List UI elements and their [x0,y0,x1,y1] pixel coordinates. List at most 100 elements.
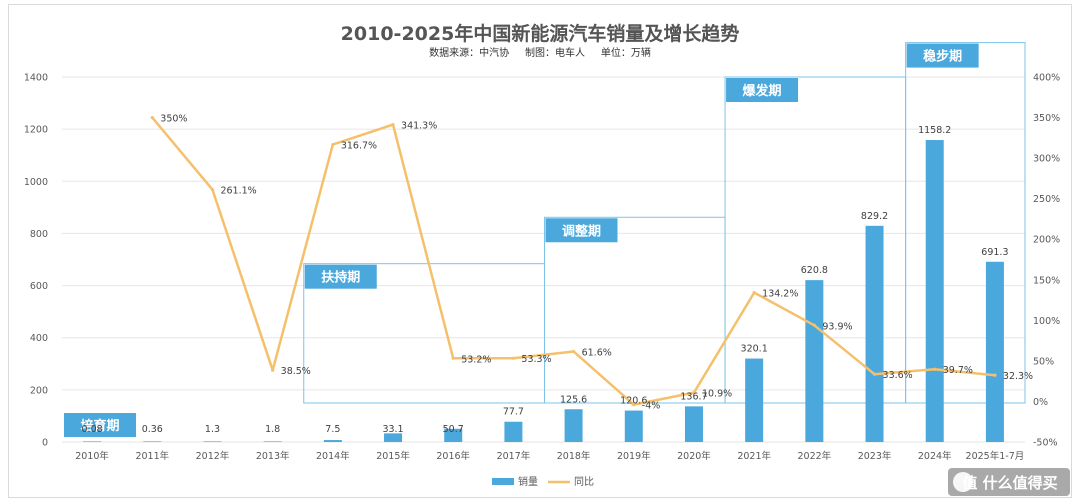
bar [143,441,162,442]
y-right-tick-label: -50% [1033,438,1058,449]
bar-value-label: 829.2 [861,211,888,222]
period-box [544,216,726,404]
bar [745,358,764,442]
period-boxes: 培育期 扶持期 调整期 爆发期 稳步期 [64,42,1026,438]
bar-value-label: 125.6 [560,394,587,405]
line-point [271,368,275,372]
bar-value-label: 0.36 [142,424,163,435]
bar-value-label: 136.7 [680,391,707,402]
bar-value-label: 7.5 [325,424,340,435]
legend-label-bar: 销量 [518,475,538,488]
y-right-tick-label: 300% [1033,154,1060,165]
bar [83,441,102,442]
growth-value-label: 32.3% [1003,371,1033,382]
period-box [905,42,1026,404]
y-left-tick-label: 400 [30,333,48,344]
bar-value-label: 1.8 [265,424,280,435]
period-label-bg [726,78,799,102]
growth-value-label: 10.9% [702,389,732,400]
y-right-tick-label: 0% [1033,397,1048,408]
bar [203,441,222,442]
bar [624,410,643,442]
bar [384,433,403,442]
y-left-tick-label: 1400 [24,73,48,84]
bar [684,406,703,442]
x-tick-label: 2011年 [135,450,169,462]
y-left-tick-label: 1000 [24,177,48,188]
period-label-bg [545,218,618,243]
y-right-tick-label: 100% [1033,316,1060,327]
growth-value-label: 33.6% [883,370,913,381]
bar [263,441,282,442]
bar-value-label: 691.3 [981,247,1008,258]
bar-value-label: 33.1 [382,424,403,435]
x-tick-label: 2025年1-7月 [966,450,1025,462]
line-point [933,367,937,371]
chart-frame [8,4,1072,498]
x-tick-label: 2016年 [436,450,470,462]
period-label: 稳步期 [923,49,962,65]
line-point [150,115,154,120]
line-point [511,356,516,360]
period-label: 培育期 [80,418,119,434]
bar-value-label: 0.08 [82,424,103,435]
growth-value-label: 53.3% [521,354,551,365]
line-point [391,123,395,127]
bar [925,140,944,442]
y-left-tick-label: 800 [30,229,48,240]
x-tick-label: 2014年 [316,450,350,462]
bar [865,225,884,442]
period-label: 爆发期 [743,83,782,99]
y-left-tick-label: 1200 [24,125,48,136]
x-tick-label: 2015年 [376,450,410,462]
watermark: 值 什么值得买 [948,468,1070,496]
growth-value-label: 261.1% [220,186,256,197]
x-tick-label: 2023年 [858,450,892,462]
legend-label-line: 同比 [574,476,594,488]
growth-value-label: -4% [642,401,661,412]
x-tick-label: 2012年 [196,450,230,462]
growth-value-label: 61.6% [582,347,612,358]
y-right-tick-label: 50% [1033,356,1054,367]
bar-series [83,140,1004,442]
bar-value-label: 320.1 [741,344,768,355]
line-point [872,372,877,376]
data-labels: 0.08 0.36 1.3 1.8 7.5 33.1 50.7 77.7 125.6 120.6 1… [82,114,1034,435]
line-series [150,115,997,407]
y-right-tick-label: 350% [1033,113,1060,124]
y-right-tick-label: 200% [1033,235,1060,246]
y-left-tick-label: 0 [42,438,48,449]
legend: 销量 同比 [492,475,594,488]
y-right-tick-label: 250% [1033,194,1060,205]
growth-value-label: 341.3% [401,121,437,132]
bar-value-label: 620.8 [801,265,828,276]
line-point [812,323,816,327]
line-point [993,373,997,377]
legend-swatch-bar [492,478,514,485]
growth-value-label: 134.2% [762,289,798,300]
period-label: 调整期 [562,223,601,239]
y-left-tick-label: 200 [30,385,48,396]
x-tick-label: 2020年 [677,450,711,462]
growth-value-label: 350% [160,114,187,125]
bar [323,440,342,442]
chart-subtitle: 数据来源：中汽协 制图：电车人 单位：万辆 [429,46,651,59]
bar [444,428,463,442]
axes: 0 200 400 600 800 1000 1200 1400 -50% 0% 50% 100% 15… [24,73,1060,463]
x-tick-label: 2013年 [256,450,290,462]
x-tick-label: 2017年 [497,450,531,462]
line-point [331,142,335,147]
bar [985,261,1004,442]
line-point [210,188,215,192]
watermark-text: 值 什么值得买 [962,474,1057,492]
x-tick-label: 2022年 [798,450,832,462]
grid-lines [62,76,1025,443]
y-right-tick-label: 150% [1033,275,1060,286]
y-left-tick-label: 600 [30,281,48,292]
period-label-bg [64,413,136,438]
line-point [451,356,455,360]
x-tick-label: 2024年 [918,450,952,462]
x-tick-label: 2018年 [557,450,591,462]
line-point [571,349,576,354]
bar-value-label: 50.7 [443,424,464,435]
